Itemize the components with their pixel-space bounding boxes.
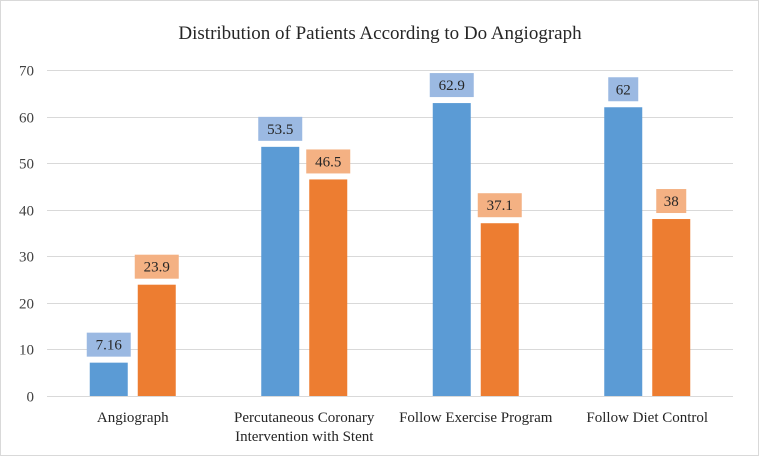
y-tick-label: 50	[19, 157, 34, 173]
data-label: 46.5	[306, 149, 351, 174]
bar	[309, 179, 348, 396]
data-label-box	[258, 116, 303, 141]
y-tick-label: 60	[19, 111, 34, 127]
category-label: Angiograph	[97, 410, 169, 426]
category-label: Percutaneous Coronary Intervention with S…	[234, 410, 375, 445]
y-tick-label: 0	[27, 390, 35, 406]
data-labels: 7.16 23.9 53.5 46.5 62.9 37.1 62 38	[86, 73, 687, 357]
data-label-box	[477, 193, 522, 218]
data-label: 62.9	[429, 73, 474, 98]
x-axis-category-labels: Angiograph Percutaneous Coronary Intervent…	[97, 410, 708, 445]
bar	[137, 284, 176, 396]
data-label-box	[306, 149, 351, 174]
y-tick-label: 10	[19, 343, 34, 359]
data-label-box	[608, 77, 639, 102]
bar	[652, 219, 691, 396]
bar	[261, 146, 300, 396]
data-label-box	[656, 189, 687, 214]
data-label-text: 62	[616, 82, 631, 98]
bar	[604, 107, 643, 396]
data-label: 37.1	[477, 193, 522, 218]
category-label: Follow Diet Control	[586, 410, 708, 426]
bars	[89, 103, 691, 397]
data-label-text: 38	[664, 194, 679, 210]
data-label-text: 53.5	[267, 122, 293, 138]
chart-title: Distribution of Patients According to Do…	[178, 23, 582, 44]
y-tick-label: 40	[19, 204, 34, 220]
y-tick-label: 70	[19, 64, 34, 80]
bar	[89, 362, 128, 396]
data-label-text: 37.1	[487, 198, 513, 214]
data-label: 23.9	[134, 254, 179, 279]
bar	[480, 223, 519, 396]
bar	[432, 103, 471, 397]
data-label-text: 62.9	[439, 78, 465, 94]
y-axis-tick-labels: 0 10 20 30 40 50 60 70	[19, 64, 34, 406]
data-label-text: 23.9	[144, 260, 170, 276]
data-label: 53.5	[258, 116, 303, 141]
category-label: Follow Exercise Program	[399, 410, 553, 426]
y-tick-label: 20	[19, 297, 34, 313]
data-label: 7.16	[86, 332, 131, 357]
data-label-text: 46.5	[315, 154, 341, 170]
data-label-box	[86, 332, 131, 357]
y-tick-label: 30	[19, 250, 34, 266]
data-label-text: 7.16	[96, 338, 123, 354]
data-label-box	[429, 73, 474, 98]
data-label: 38	[656, 189, 687, 214]
data-label: 62	[608, 77, 639, 102]
data-label-box	[134, 254, 179, 279]
